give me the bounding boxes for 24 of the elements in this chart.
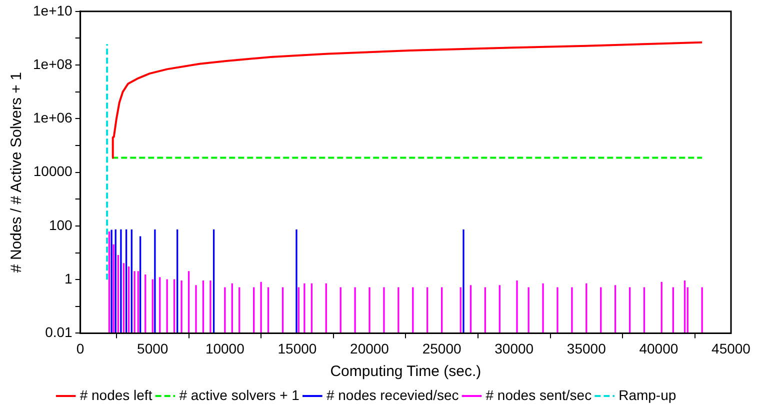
y-tick-label: 1e+08 (32, 56, 73, 72)
legend-label: # active solvers + 1 (179, 386, 300, 403)
legend-label: # nodes sent/sec (486, 386, 592, 403)
y-tick-label: 1e+10 (32, 2, 73, 18)
x-tick-label: 5000 (137, 340, 168, 356)
y-tick-label: 100 (48, 216, 73, 233)
x-axis-title: Computing Time (sec.) (330, 363, 482, 380)
x-tick-label: 35000 (566, 340, 606, 356)
x-tick-label: 20000 (350, 340, 390, 356)
x-tick-label: 30000 (494, 340, 534, 356)
y-tick-label: 1e+06 (32, 110, 73, 126)
x-tick-label: 15000 (278, 340, 317, 356)
legend-label: Ramp-up (618, 386, 676, 403)
legend-label: # nodes recevied/sec (326, 386, 459, 403)
x-tick-label: 40000 (639, 340, 678, 356)
x-tick-label: 0 (76, 340, 84, 356)
x-tick-label: 10000 (205, 340, 245, 356)
x-tick-label: 25000 (422, 340, 462, 356)
y-tick-label: 1 (64, 270, 73, 286)
y-tick-label: 0.01 (45, 324, 73, 340)
y-axis-title: # Nodes / # Active Solvers + 1 (8, 72, 26, 273)
x-tick-label: 45000 (712, 340, 751, 356)
y-tick-label: 10000 (33, 163, 73, 180)
legend-label: # nodes left (80, 386, 152, 403)
